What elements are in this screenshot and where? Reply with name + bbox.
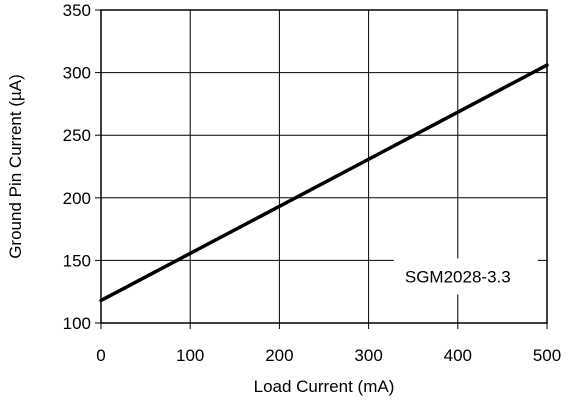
y-axis-title: Ground Pin Current (µA) [6,74,25,259]
ticks-layer: 0 100 200 300 400 500 100 150 200 250 300 350 [63,1,562,365]
y-tick-label: 100 [63,314,91,333]
frame-layer [100,9,548,324]
y-tick-label: 300 [63,64,91,83]
series-layer [99,63,549,303]
x-axis-title: Load Current (mA) [254,377,395,396]
annotation-layer: SGM2028-3.3 [393,258,538,295]
plot-frame [100,9,548,324]
x-tick-label: 300 [354,346,382,365]
annotation-box [393,258,538,295]
y-tick-label: 150 [63,251,91,270]
y-tick-label: 200 [63,189,91,208]
x-tick-label: 0 [96,346,105,365]
x-tick-label: 400 [444,346,472,365]
x-tick-label: 200 [265,346,293,365]
series-line-0 [99,63,549,303]
x-tick-label: 100 [176,346,204,365]
y-tick-label: 250 [63,126,91,145]
y-tick-label: 350 [63,1,91,20]
x-tick-label: 500 [533,346,561,365]
annotation-text: SGM2028-3.3 [405,267,511,286]
